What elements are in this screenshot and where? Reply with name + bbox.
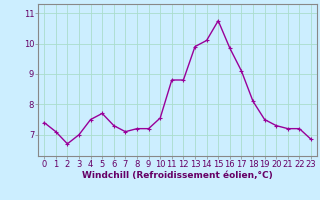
X-axis label: Windchill (Refroidissement éolien,°C): Windchill (Refroidissement éolien,°C) — [82, 171, 273, 180]
